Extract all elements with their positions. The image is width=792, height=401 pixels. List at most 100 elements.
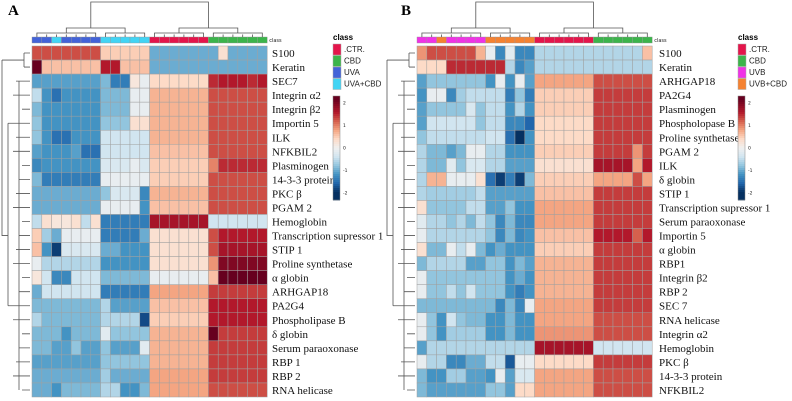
heatmap-cell [455, 87, 467, 103]
heatmap-cell [426, 214, 437, 229]
heatmap-cell [159, 340, 170, 356]
heatmap-cell [217, 158, 229, 173]
class-bar-cell [475, 36, 486, 44]
heatmap-cell [188, 270, 199, 285]
legend-item: .CTR. [332, 43, 365, 56]
heatmap-cell [100, 382, 111, 398]
heatmap-cell [247, 270, 258, 285]
heatmap-cell [217, 73, 229, 89]
heatmap-cell [534, 214, 545, 229]
colorbar-border [737, 95, 746, 201]
heatmap-cell [534, 186, 545, 201]
heatmap-cell [583, 382, 594, 398]
heatmap-cell [217, 101, 229, 117]
colorbar-tick-label: 1 [343, 123, 346, 129]
colorbar-segment [738, 98, 745, 101]
heatmap-cell [51, 340, 62, 356]
heatmap-cell [455, 101, 467, 117]
heatmap-cell [563, 172, 575, 187]
colorbar-segment [333, 190, 340, 193]
heatmap-cell [129, 186, 141, 201]
heatmap-cell [593, 158, 604, 173]
dendrogram-branch [387, 52, 415, 68]
heatmap-cell [632, 256, 643, 271]
heatmap-cell [80, 45, 92, 61]
heatmap-cell [247, 45, 258, 61]
row-label: Transcription supressor 1 [272, 231, 383, 243]
heatmap-row: SEC 7 [416, 298, 688, 314]
heatmap-cell [553, 284, 565, 299]
class-bar-cell [465, 36, 477, 44]
row-dendrogram [386, 52, 415, 391]
heatmap-row: 14-3-3 protein [31, 172, 336, 187]
heatmap-row: Hemoglobin [416, 340, 714, 356]
row-label: RNA helicase [272, 385, 333, 397]
class-bar-cell [593, 36, 604, 44]
heatmap-cell [237, 298, 248, 314]
heatmap-cell [188, 326, 199, 342]
heatmap-cell [159, 270, 170, 285]
heatmap-cell [583, 228, 594, 243]
heatmap-cell [110, 158, 121, 173]
colorbar-segment [738, 192, 745, 195]
class-bar-cell [119, 36, 131, 44]
heatmap-cell [168, 214, 180, 229]
heatmap-cell [573, 172, 584, 187]
heatmap-row: SEC7 [31, 73, 298, 89]
heatmap-cell [100, 326, 111, 342]
heatmap-cell [149, 368, 160, 384]
heatmap-cell [504, 129, 516, 145]
heatmap-cell [129, 228, 141, 243]
heatmap-cell [198, 59, 209, 75]
heatmap-cell [41, 186, 52, 201]
heatmap-cell [485, 228, 496, 243]
heatmap-cell [217, 298, 229, 314]
heatmap-cell [465, 298, 477, 314]
heatmap-cell [41, 200, 52, 215]
heatmap-cell [61, 340, 72, 356]
heatmap-cell [573, 158, 584, 173]
heatmap-cell [475, 228, 486, 243]
heatmap-cell [61, 298, 72, 314]
heatmap-cell [90, 340, 101, 356]
heatmap-cell [178, 284, 190, 299]
row-label: ILK [659, 160, 677, 172]
heatmap-cell [602, 59, 614, 75]
heatmap-cell [642, 115, 653, 131]
heatmap-cell [612, 214, 624, 229]
heatmap-cell [602, 186, 614, 201]
heatmap-cell [622, 340, 633, 356]
heatmap-cell [227, 354, 239, 370]
heatmap-cell [455, 59, 467, 75]
heatmap-cell [524, 115, 535, 131]
heatmap-cell [149, 144, 160, 159]
legend-item: CBD [737, 55, 766, 67]
colorbar-tick-label: -1 [343, 168, 348, 174]
heatmap-cell [217, 115, 229, 131]
heatmap-cell [159, 256, 170, 271]
heatmap-cell [436, 312, 447, 328]
heatmap-cell [602, 214, 614, 229]
heatmap-cell [583, 256, 594, 271]
heatmap-cell [504, 270, 516, 285]
heatmap-cell [553, 186, 565, 201]
heatmap-cell [51, 172, 62, 187]
colorbar-segment [738, 112, 745, 115]
heatmap-cell [622, 214, 633, 229]
heatmap-cell [129, 172, 141, 187]
heatmap-cell [188, 101, 199, 117]
heatmap-cell [159, 73, 170, 89]
heatmap-cell [70, 298, 82, 314]
colorbar-segment [333, 192, 340, 195]
colorbar-segment [738, 116, 745, 119]
heatmap-cell [514, 214, 526, 229]
heatmap-cell [583, 368, 594, 384]
heatmap-cell [217, 228, 229, 243]
heatmap-cell [129, 144, 141, 159]
heatmap-cell [159, 200, 170, 215]
heatmap-cell [149, 312, 160, 328]
heatmap-cell [110, 73, 121, 89]
heatmap-cell [217, 59, 229, 75]
heatmap-cell [129, 101, 141, 117]
heatmap-cell [495, 382, 506, 398]
